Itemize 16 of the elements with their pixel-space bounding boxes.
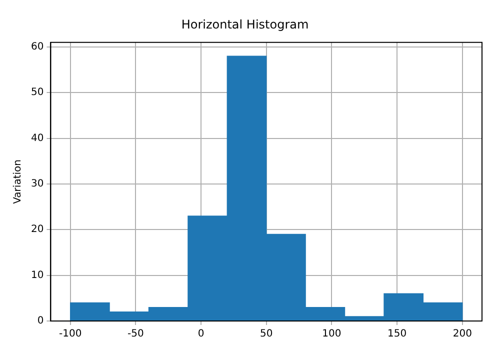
x-tick-label: 0 [198,328,204,340]
y-axis-title: Variation [12,160,24,204]
x-tick-label: 150 [388,328,407,340]
y-tick-label: 10 [30,270,44,281]
y-tick-label: 40 [30,132,44,144]
x-tick-label: -50 [128,328,144,340]
y-tick-label: 0 [37,316,44,327]
y-tick-label: 50 [30,87,44,98]
y-tick-label: 20 [30,224,44,236]
y-tick-label: 30 [30,178,44,190]
x-tick-label: 100 [322,328,342,340]
chart-title: Horizontal Histogram [181,17,309,32]
y-tick-label: 60 [30,42,44,53]
x-tick-label: -100 [58,328,82,340]
x-tick-label: 50 [260,328,273,340]
x-tick-label: 200 [452,328,472,340]
